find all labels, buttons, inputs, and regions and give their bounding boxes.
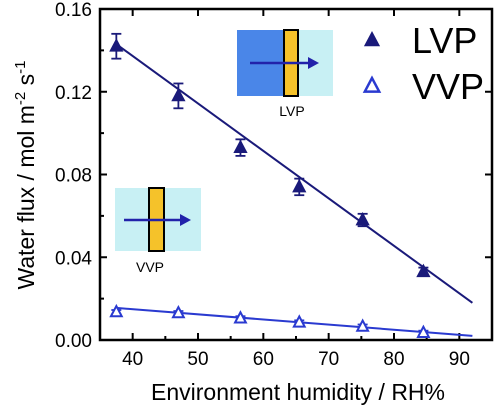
axis-ticks: 40 50 60 70 80 90 0.00 0.04 0.08 0.12 0.16 [55,0,492,370]
data-point-vvp [416,324,431,338]
x-tick-label: 50 [187,349,208,370]
plot-frame [98,7,494,342]
y-axis-title-main: Water flux / mol m [13,105,39,289]
y-axis-title-mid: s [13,74,39,92]
y-tick-label: 0.04 [55,248,92,269]
lvp-inset-label: LVP [279,103,304,119]
data-point-lvp [416,263,431,278]
lvp-arrowhead-icon [308,57,319,69]
data-point-vvp [292,314,307,328]
data-points [109,38,431,338]
data-point-lvp [109,38,124,52]
y-axis-title: Water flux / mol m-2 s-1 [12,60,39,289]
data-point-lvp [171,87,186,102]
vvp-inset: VVP [115,187,201,275]
data-point-vvp [233,310,248,324]
vvp-arrowhead-icon [180,214,191,226]
data-point-lvp [355,211,370,226]
x-tick-label: 80 [383,349,404,370]
svg-text:Water flux / mol m-2 s-1: Water flux / mol m-2 s-1 [12,60,39,289]
y-tick-label: 0.00 [55,331,92,352]
y-tick-label: 0.16 [55,0,92,21]
x-tick-label: 40 [122,349,143,370]
fit-line-vvp [116,306,473,337]
y-tick-label: 0.12 [55,83,92,104]
x-tick-label: 60 [253,349,274,370]
y-axis-title-sup2: -1 [12,60,29,73]
legend-marker-vvp [362,75,382,93]
legend-label-vvp: VVP [412,66,484,107]
data-point-lvp [292,178,307,193]
x-tick-label: 70 [318,349,339,370]
data-point-vvp [355,318,370,332]
legend-marker-lvp [363,31,381,47]
x-axis-title: Environment humidity / RH% [151,379,445,405]
vvp-inset-label: VVP [136,259,164,275]
lvp-inset: LVP [237,29,333,119]
data-point-lvp [233,139,248,154]
fit-line-lvp [115,43,473,304]
legend: LVP VVP [362,20,484,107]
x-tick-label: 90 [449,349,470,370]
data-point-vvp [109,303,124,318]
y-tick-label: 0.08 [55,166,92,187]
data-point-vvp [171,304,186,319]
y-axis-title-sup1: -2 [12,92,29,105]
legend-label-lvp: LVP [412,20,477,61]
